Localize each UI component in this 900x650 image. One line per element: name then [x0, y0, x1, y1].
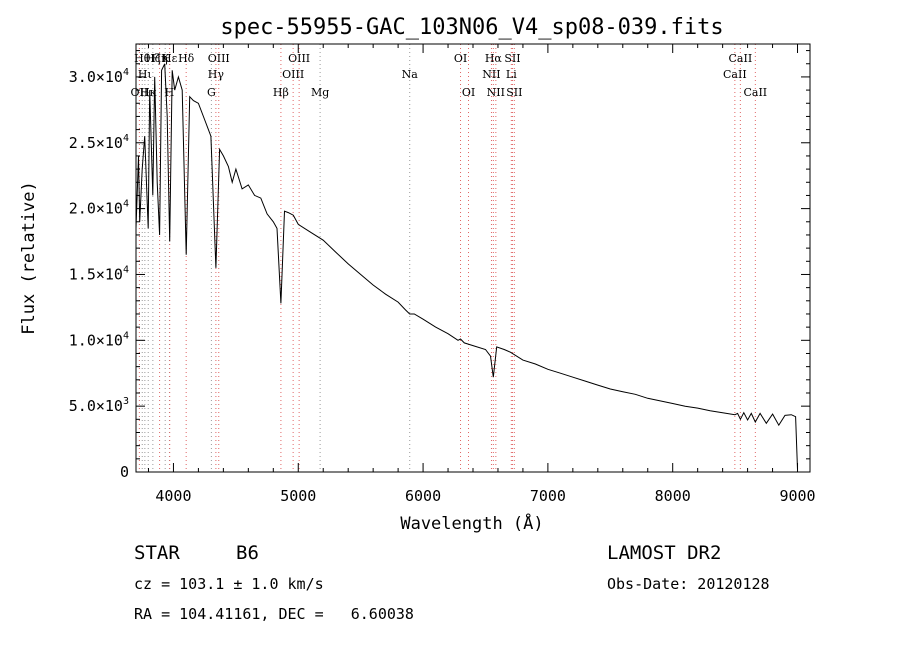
- spectral-line-markers: [138, 44, 756, 472]
- emission-line-label-5: OIII: [208, 52, 230, 65]
- emission-line-label-14: Li: [506, 68, 517, 81]
- emission-line-label-18: CaII: [729, 52, 753, 65]
- emission-line-label-17: CaII: [723, 68, 747, 81]
- emission-line-label-9: OI: [454, 52, 467, 65]
- absorption-line-label-0: Hθ: [134, 52, 151, 65]
- y-axis-label: Flux (relative): [19, 181, 39, 335]
- emission-line-label-10: OI: [462, 86, 475, 99]
- chart-title: spec-55955-GAC_103N06_V4_sp08-039.fits: [220, 15, 723, 40]
- absorption-line-label-2: Hκ: [140, 86, 157, 99]
- spectrum-chart: spec-55955-GAC_103N06_V4_sp08-039.fits 4…: [19, 15, 816, 534]
- absorption-line-label-7: Mg: [311, 86, 329, 99]
- absorption-line-label-3: Hζ: [145, 52, 161, 65]
- x-axis-label: Wavelength (Å): [400, 512, 543, 534]
- x-axis: 4000 5000 6000 7000 8000 9000: [147, 44, 816, 505]
- x-tick-label: 8000: [655, 487, 691, 505]
- absorption-line-label-6: G: [207, 86, 216, 99]
- y-tick-label: 5.0×103: [69, 396, 129, 415]
- absorption-line-label-4: K: [161, 52, 170, 65]
- object-type: STAR: [134, 542, 180, 564]
- y-axis: 0 5.0×103 1.0×104 1.5×104 2.0×104 2.5×104 3.0×…: [69, 50, 810, 481]
- subclass: B6: [236, 542, 259, 564]
- emission-line-label-1: Hη: [151, 52, 167, 65]
- emission-line-label-2: Hε: [162, 52, 178, 65]
- emission-line-label-16: SII: [506, 86, 522, 99]
- survey-name: LAMOST DR2: [607, 542, 722, 564]
- emission-line-label-12: Hα: [485, 52, 503, 65]
- absorption-line-label-5: H: [165, 86, 175, 99]
- x-tick-label: 7000: [530, 487, 566, 505]
- x-tick-label: 5000: [280, 487, 316, 505]
- y-tick-label: 2.5×104: [69, 133, 129, 152]
- emission-line-label-7: OIII: [282, 68, 304, 81]
- obs-date: Obs-Date: 20120128: [607, 575, 770, 593]
- emission-line-label-0: OII: [131, 86, 149, 99]
- x-tick-label: 9000: [779, 487, 815, 505]
- flux-series: [135, 63, 798, 470]
- x-tick-label: 4000: [155, 487, 191, 505]
- absorption-line-label-1: Hι: [138, 68, 152, 81]
- emission-line-label-11: NII: [482, 68, 500, 81]
- emission-line-label-13: NII: [487, 86, 505, 99]
- absorption-line-label-8: Na: [402, 68, 419, 81]
- x-tick-label: 6000: [405, 487, 441, 505]
- emission-line-label-3: Hδ: [178, 52, 195, 65]
- y-tick-label: 1.5×104: [69, 264, 129, 283]
- redshift-line: cz = 103.1 ± 1.0 km/s: [134, 575, 324, 593]
- y-tick-label: 2.0×104: [69, 199, 129, 218]
- y-tick-label: 3.0×104: [69, 67, 129, 86]
- y-tick-label: 1.0×104: [69, 330, 129, 349]
- flux-line: [135, 63, 798, 470]
- coordinates: RA = 104.41161, DEC = 6.60038: [134, 605, 414, 623]
- emission-line-label-6: Hβ: [273, 86, 289, 99]
- y-tick-label: 0: [120, 463, 129, 481]
- emission-line-label-8: OIII: [288, 52, 310, 65]
- plot-frame: [135, 43, 811, 473]
- emission-line-label-15: SII: [504, 52, 520, 65]
- emission-line-label-19: CaII: [743, 86, 767, 99]
- emission-line-label-4: Hγ: [208, 68, 225, 81]
